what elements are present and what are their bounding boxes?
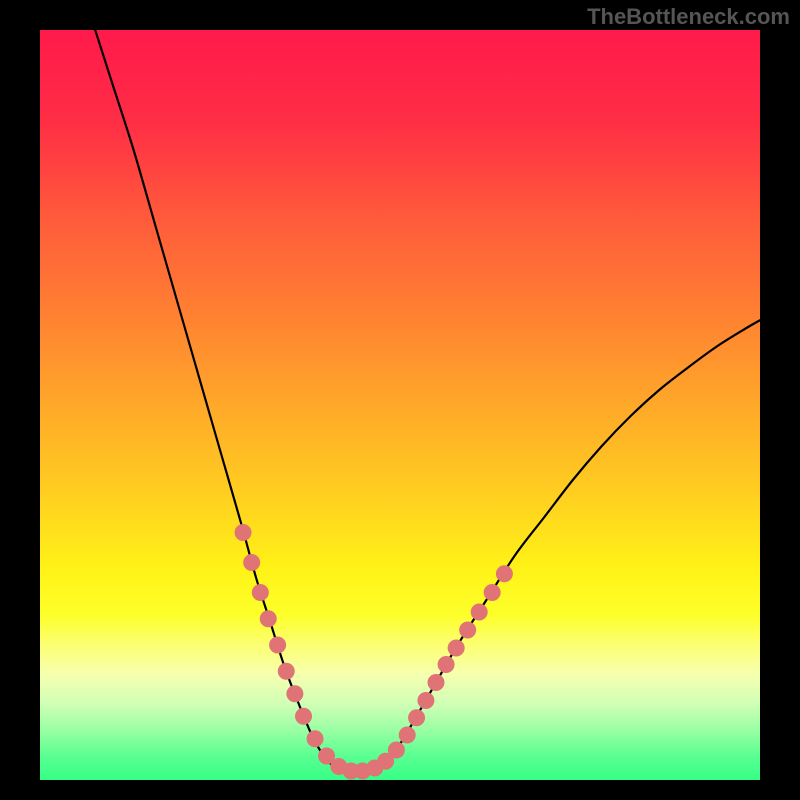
marker-dot xyxy=(438,656,455,673)
marker-dot xyxy=(459,622,476,639)
marker-dot xyxy=(286,685,303,702)
marker-dot xyxy=(399,727,416,744)
marker-dot xyxy=(417,692,434,709)
marker-dot xyxy=(388,742,405,759)
chart-container: TheBottleneck.com xyxy=(0,0,800,800)
plot-background xyxy=(40,30,760,780)
marker-dot xyxy=(408,709,425,726)
marker-dot xyxy=(471,604,488,621)
marker-dot xyxy=(235,524,252,541)
marker-dot xyxy=(260,610,277,627)
marker-dot xyxy=(243,554,260,571)
marker-dot xyxy=(428,674,445,691)
marker-dot xyxy=(496,565,513,582)
marker-dot xyxy=(484,584,501,601)
marker-dot xyxy=(252,584,269,601)
chart-svg xyxy=(0,0,800,800)
watermark-label: TheBottleneck.com xyxy=(587,4,790,30)
marker-dot xyxy=(295,708,312,725)
marker-dot xyxy=(307,730,324,747)
marker-dot xyxy=(269,637,286,654)
marker-dot xyxy=(278,663,295,680)
marker-dot xyxy=(448,640,465,657)
